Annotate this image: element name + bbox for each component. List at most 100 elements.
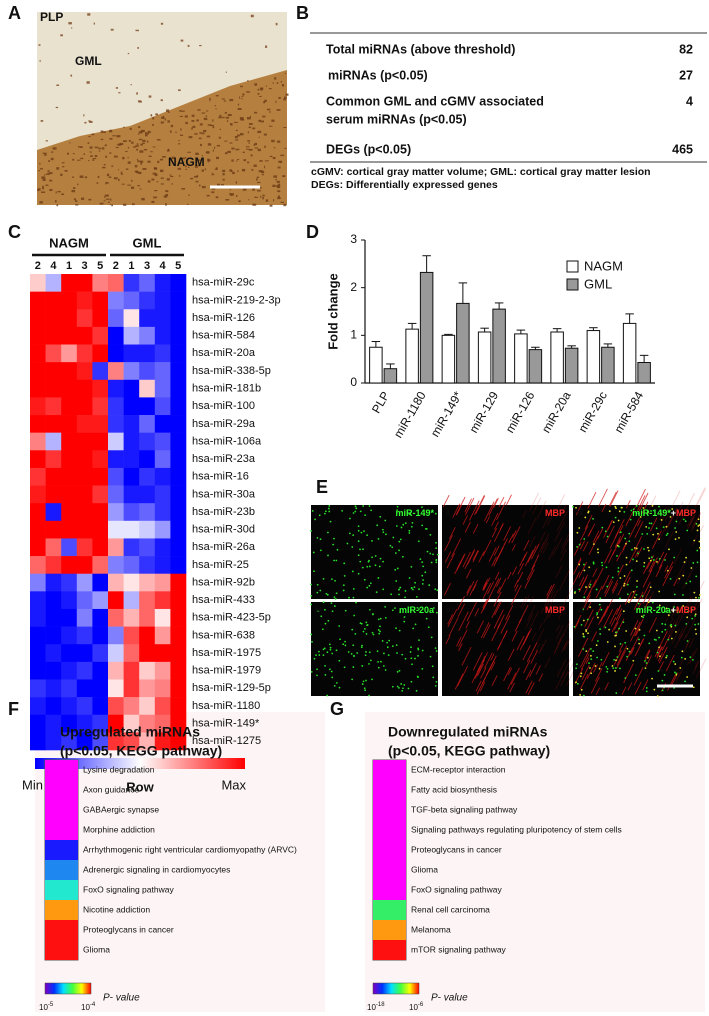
mirna-signal (400, 683, 403, 685)
bar (528, 349, 543, 384)
mbp-fiber (601, 651, 610, 667)
mirna-signal (592, 562, 595, 565)
mirna-signal (344, 640, 346, 643)
heatmap-cell (139, 714, 156, 733)
mbp-fiber (544, 591, 555, 611)
stain-speck (209, 97, 211, 101)
mbp-fiber (548, 589, 559, 609)
mirna-signal (408, 577, 411, 579)
stain-speck (242, 188, 247, 191)
stain-speck (139, 150, 144, 153)
heatmap-cell (61, 573, 78, 592)
stain-speck (170, 175, 174, 178)
mirna-signal (400, 526, 403, 529)
mirna-signal (695, 522, 698, 525)
stain-speck (92, 157, 97, 160)
mirna-signal (363, 687, 366, 690)
mbp-fiber (482, 539, 492, 556)
mbp-fiber (521, 594, 530, 610)
stain-speck (262, 197, 264, 200)
heatmap-cell (61, 591, 78, 610)
image-index: iv (315, 604, 322, 614)
mirna-signal (692, 686, 695, 689)
stain-speck (160, 121, 164, 124)
heatmap-cell (92, 661, 109, 680)
stain-speck (135, 29, 139, 32)
stain-speck (225, 71, 228, 73)
mirna-signal (315, 654, 317, 657)
mirna-signal (674, 538, 677, 540)
mirna-signal (371, 631, 374, 634)
heatmap-cell (61, 520, 78, 539)
mbp-fiber (520, 596, 527, 608)
heatmap-cell (139, 274, 156, 292)
mirna-signal (595, 588, 598, 591)
mbp-fiber (538, 643, 544, 654)
mirna-signal (699, 593, 701, 596)
panel-label: D (306, 222, 319, 242)
mirna-signal (586, 618, 589, 621)
mirna-signal (606, 585, 609, 588)
mirna-signal (683, 561, 686, 564)
mbp-fiber (658, 524, 668, 541)
mirna-signal (391, 685, 394, 688)
mbp-fiber (625, 499, 631, 509)
heatmap-cell (92, 714, 109, 733)
stain-speck (239, 133, 244, 136)
mbp-fiber (458, 643, 463, 652)
mbp-fiber (511, 526, 521, 544)
heatmap-cell (92, 503, 109, 522)
mirna-signal (623, 582, 626, 585)
mirna-signal (377, 618, 380, 621)
mbp-fiber (481, 664, 493, 685)
mirna-signal (597, 616, 599, 619)
heatmap-cell (170, 520, 187, 539)
mirna-signal (324, 510, 327, 513)
mbp-fiber (633, 591, 644, 610)
stain-speck (47, 170, 50, 172)
stain-speck (41, 191, 46, 193)
mbp-fiber (666, 507, 677, 528)
stain-speck (169, 130, 172, 133)
mbp-fiber (578, 576, 585, 587)
mbp-fiber (578, 574, 589, 593)
mirna-signal (356, 652, 359, 654)
stain-speck (171, 183, 173, 185)
stain-speck (224, 152, 228, 155)
stain-speck (139, 188, 142, 190)
mbp-fiber (562, 620, 571, 637)
stain-speck (211, 188, 216, 190)
mirna-signal (660, 519, 663, 521)
bar (419, 271, 434, 384)
stain-speck (91, 133, 95, 136)
mirna-signal (365, 679, 367, 682)
mbp-fiber (685, 617, 697, 638)
heatmap-cell (123, 291, 140, 310)
stain-speck (278, 96, 281, 99)
mirna-signal (395, 627, 397, 630)
mbp-fiber (548, 610, 553, 619)
heatmap-cell (30, 608, 46, 627)
stain-speck (160, 177, 164, 179)
mirna-signal (635, 547, 638, 550)
mirna-signal (693, 591, 696, 594)
mbp-fiber (586, 601, 592, 611)
mirna-signal (589, 583, 592, 586)
stain-speck (120, 173, 123, 175)
mirna-signal (416, 606, 419, 609)
stain-speck (210, 124, 214, 127)
stain-speck (49, 179, 53, 182)
mirna-signal (664, 559, 666, 561)
mirna-signal (390, 593, 393, 596)
mirna-signal (634, 674, 637, 677)
mirna-signal (697, 596, 700, 599)
stain-speck (152, 146, 156, 148)
mirna-signal (583, 538, 586, 540)
mbp-fiber (644, 649, 650, 659)
row-label: hsa-miR-181b (192, 382, 261, 394)
heatmap-cell (61, 326, 78, 345)
mbp-fiber (671, 490, 681, 507)
mbp-fiber (685, 638, 691, 647)
stain-speck (280, 154, 285, 157)
mirna-signal (360, 646, 363, 649)
